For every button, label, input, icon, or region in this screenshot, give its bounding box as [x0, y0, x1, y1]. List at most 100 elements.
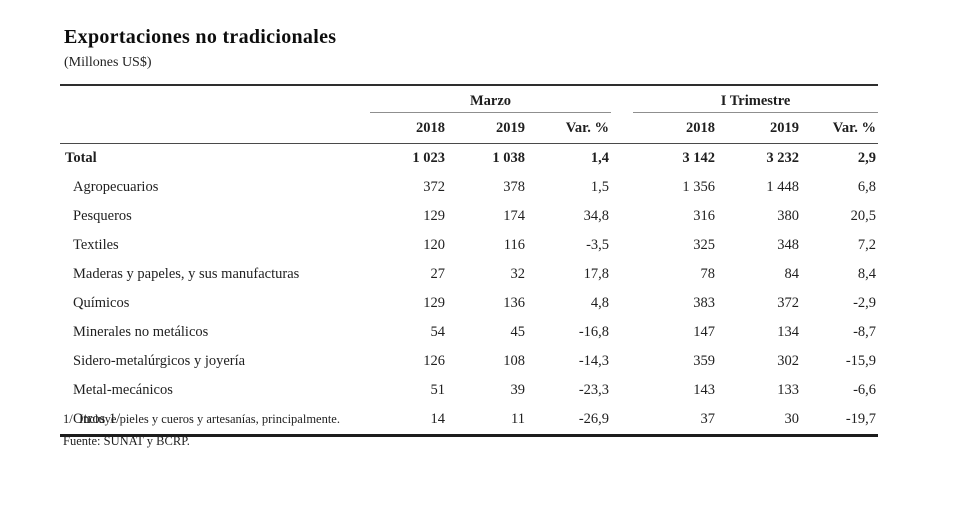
cell-value: 147	[693, 324, 716, 340]
group-header-trimestre: I Trimestre	[633, 85, 879, 113]
cell-value: 174	[503, 208, 525, 224]
table-row: Minerales no metálicos 54 45 -16,8 147 134 -8,…	[60, 318, 878, 347]
cell-value: 51	[430, 382, 446, 398]
row-label: Total	[65, 150, 97, 166]
cell-value: -2,9	[853, 295, 877, 311]
cell-value: 78	[700, 266, 716, 282]
cell-value: 11	[511, 411, 525, 427]
cell-value: 120	[423, 237, 445, 253]
cell-value: 1,5	[590, 179, 610, 195]
column-gap	[611, 347, 633, 376]
cell-value: 32	[510, 266, 526, 282]
column-gap	[611, 405, 633, 436]
column-gap	[611, 112, 634, 144]
cell-value: 126	[423, 353, 445, 369]
cell-value: 316	[693, 208, 716, 224]
table-row: Pesqueros 129 174 34,8 316 380 20,5	[60, 202, 878, 231]
cell-value: 359	[693, 353, 716, 369]
column-gap	[611, 376, 633, 405]
cell-value: 2,9	[857, 150, 877, 166]
cell-value: 3 142	[682, 150, 716, 166]
col-header-trim-var: Var. %	[801, 112, 879, 144]
table-row: Maderas y papeles, y sus manufacturas 27 3…	[60, 260, 878, 289]
column-gap	[611, 173, 633, 202]
cell-value: 1 038	[492, 150, 525, 166]
cell-value: -19,7	[845, 411, 877, 427]
row-label: Minerales no metálicos	[73, 324, 209, 340]
page-subtitle: (Millones US$)	[64, 55, 152, 70]
row-label: Agropecuarios	[73, 179, 159, 195]
footnote-1: 1/ Incluye pieles y cueros y artesanías,…	[63, 412, 340, 426]
page-title: Exportaciones no tradicionales	[64, 26, 337, 48]
cell-value: 17,8	[583, 266, 610, 282]
cell-value: 372	[423, 179, 445, 195]
cell-value: 143	[693, 382, 716, 398]
cell-value: 1 356	[682, 179, 716, 195]
cell-value: -26,9	[578, 411, 610, 427]
row-label: Maderas y papeles, y sus manufacturas	[73, 266, 300, 282]
table-body: Total 1 023 1 038 1,4 3 142 3 232 2,9 Agropecua…	[60, 144, 878, 436]
row-label: Metal-mecánicos	[73, 382, 173, 398]
column-gap	[611, 318, 633, 347]
col-header-trim-2018: 2018	[633, 112, 718, 144]
cell-value: 348	[777, 237, 800, 253]
cell-value: 325	[693, 237, 716, 253]
cell-value: 30	[784, 411, 800, 427]
col-header-trim-2019: 2019	[717, 112, 802, 144]
table-row: Químicos 129 136 4,8 383 372 -2,9	[60, 289, 878, 318]
cell-value: 39	[510, 382, 526, 398]
table-row: Metal-mecánicos 51 39 -23,3 143 133 -6,6	[60, 376, 878, 405]
cell-value: -6,6	[853, 382, 877, 398]
row-label: Químicos	[73, 295, 130, 311]
cell-value: -8,7	[853, 324, 877, 340]
cell-value: 45	[510, 324, 526, 340]
cell-value: 7,2	[857, 237, 877, 253]
cell-value: 378	[503, 179, 525, 195]
column-gap	[611, 202, 633, 231]
table-row: Textiles 120 116 -3,5 325 348 7,2	[60, 231, 878, 260]
cell-value: 1 448	[766, 179, 800, 195]
cell-value: -3,5	[586, 237, 610, 253]
column-gap	[611, 231, 633, 260]
cell-value: 383	[693, 295, 716, 311]
cell-value: 84	[784, 266, 800, 282]
cell-value: 54	[430, 324, 446, 340]
cell-value: 380	[777, 208, 800, 224]
cell-value: 4,8	[590, 295, 610, 311]
cell-value: 37	[700, 411, 716, 427]
cell-value: 302	[777, 353, 800, 369]
cell-value: 34,8	[583, 208, 610, 224]
table-row: Sidero-metalúrgicos y joyería 126 108 -14,3…	[60, 347, 878, 376]
row-label: Sidero-metalúrgicos y joyería	[73, 353, 246, 369]
column-gap	[611, 260, 633, 289]
col-header-marzo-var: Var. %	[527, 112, 612, 144]
group-header-marzo: Marzo	[370, 85, 612, 113]
cell-value: 108	[503, 353, 525, 369]
column-gap	[611, 289, 633, 318]
empty-cell	[60, 85, 370, 113]
table-row: Total 1 023 1 038 1,4 3 142 3 232 2,9	[60, 144, 878, 174]
group-header-row: Marzo I Trimestre	[60, 85, 879, 113]
cell-value: 129	[423, 295, 445, 311]
cell-value: -23,3	[578, 382, 610, 398]
cell-value: 3 232	[766, 150, 800, 166]
cell-value: 20,5	[850, 208, 877, 224]
cell-value: 133	[777, 382, 800, 398]
cell-value: 14	[430, 411, 446, 427]
footnote-source: Fuente: SUNAT y BCRP.	[63, 434, 190, 448]
row-label: Otros 1/	[73, 411, 121, 427]
col-header-marzo-2019: 2019	[447, 112, 527, 144]
cell-value: 1,4	[590, 150, 610, 166]
cell-value: 6,8	[857, 179, 877, 195]
row-label: Pesqueros	[73, 208, 132, 224]
empty-cell	[60, 112, 370, 144]
exports-table: Marzo I Trimestre 2018 2019 Var. % 2018 …	[60, 84, 879, 437]
row-label: Textiles	[73, 237, 119, 253]
column-gap	[611, 144, 633, 174]
cell-value: 27	[430, 266, 446, 282]
table-row: Otros 1/14 11 -26,9 37 30 -19,7	[60, 405, 878, 436]
cell-value: 129	[423, 208, 445, 224]
cell-value: 8,4	[857, 266, 877, 282]
cell-value: -14,3	[578, 353, 610, 369]
